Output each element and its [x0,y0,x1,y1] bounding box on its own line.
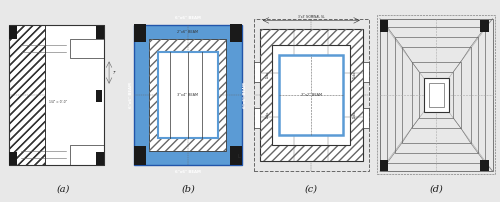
Text: 6"x6" BEAM: 6"x6" BEAM [128,82,132,108]
Bar [394,37,478,153]
Text: Tuda.: Tuda. [352,71,356,79]
Bar [272,45,350,145]
Bar [380,160,388,171]
Bar [134,25,242,164]
Bar [480,160,489,171]
Bar [46,25,104,164]
Bar [280,55,343,135]
Text: 3'x3' NOMINAL SL: 3'x3' NOMINAL SL [298,15,324,19]
Bar [254,108,260,128]
Bar [230,146,241,164]
Text: Tuda.: Tuda. [266,111,270,119]
Bar [254,62,260,82]
Bar [158,52,218,138]
Text: 6"x6" BEAM: 6"x6" BEAM [174,16,201,20]
Bar [424,78,448,112]
Bar [96,90,102,102]
Bar [8,25,46,164]
Text: 6"x6" BEAM: 6"x6" BEAM [174,170,201,174]
Text: Tuda.: Tuda. [266,71,270,79]
Bar [8,152,17,164]
Bar [8,25,46,164]
Bar [480,20,489,32]
Bar [412,62,461,128]
Bar [429,83,444,106]
Bar [149,39,226,151]
Text: 3"x2" BEAM: 3"x2" BEAM [301,93,322,97]
Bar [362,62,369,82]
Text: Tuda.: Tuda. [352,111,356,119]
Bar [380,20,388,32]
Text: 3"x4" BEAM: 3"x4" BEAM [177,93,198,97]
Text: (d): (d) [429,185,443,194]
Text: (c): (c) [304,185,318,194]
Text: 1/4" = 0'-0": 1/4" = 0'-0" [49,100,67,104]
Bar [402,47,470,143]
Bar [96,26,104,39]
Bar [230,24,241,42]
Bar [8,26,17,39]
Bar [260,29,362,161]
Bar [149,39,226,151]
Text: 2"x6" BEAM: 2"x6" BEAM [177,30,198,34]
Bar [8,25,104,164]
Bar [134,146,145,164]
Bar [8,25,46,164]
Text: (b): (b) [182,185,196,194]
Text: (a): (a) [57,185,70,194]
Bar [419,72,454,118]
Bar [70,39,104,59]
Bar [96,152,104,164]
Text: 6"x6" BEAM: 6"x6" BEAM [242,82,246,108]
Text: L: L [238,154,240,159]
Bar [362,108,369,128]
Bar [387,27,485,163]
Bar [70,145,104,164]
Text: 7": 7" [113,70,116,75]
Bar [260,29,362,161]
Bar [134,24,145,42]
